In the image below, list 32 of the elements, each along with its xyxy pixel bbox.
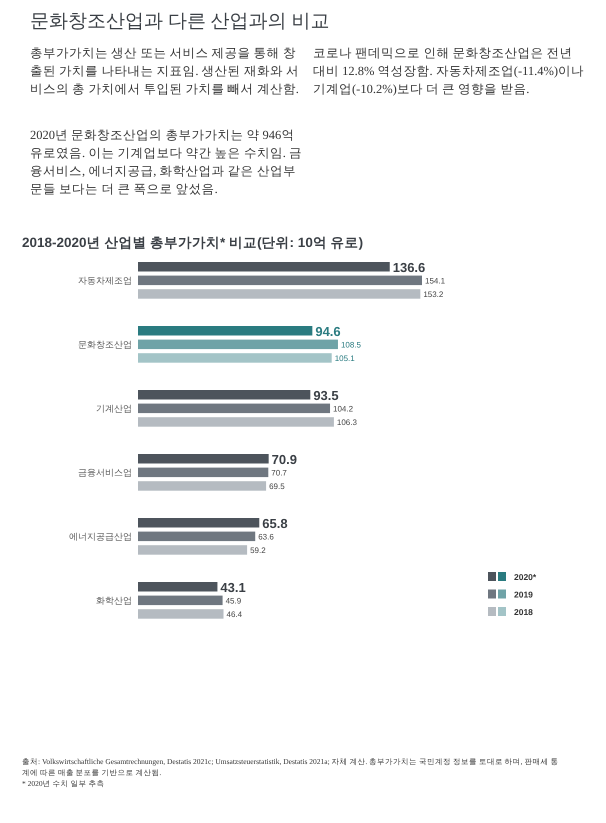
data-label: 104.2	[333, 404, 354, 414]
data-label: 136.6	[392, 260, 426, 275]
annotation: 총부가가치는 생산 또는 서비스 제공을 통해 창출된 가치를 나타내는 지표임. 생산된 재화와 서비스의 총 가치에서 투입된 가치를 빼서 계산함.	[30, 45, 300, 98]
y-tick-label: 화학산업	[96, 595, 132, 606]
y-tick-label: 에너지공급산업	[69, 531, 132, 542]
annotation: 문화창조산업과 다른 산업과의 비교	[30, 10, 330, 34]
legend-label: 2019	[514, 590, 534, 600]
data-label: 70.9	[272, 452, 297, 467]
data-label: 63.6	[258, 532, 274, 542]
annotation: 2020년 문화창조산업의 총부가가치는 약 946억 유로였음. 이는 기계업보다 약간 높은 수치임. 금융서비스, 에너지공급, 화학산업과 같은 산업부문들 보다는 더 큰 폭으로 앞섰음.	[30, 127, 302, 198]
title: 2018-2020년 산업별 총부가가치* 비교(단위: 10억 유로)	[22, 234, 364, 252]
annotation: 코로나 팬데믹으로 인해 문화창조산업은 전년 대비 12.8% 역성장함. 자동차제조업(-11.4%)이나 기계업(-10.2%)보다 더 큰 영향을 받음.	[313, 45, 586, 98]
data-label: 154.1	[425, 276, 446, 286]
data-label: 45.9	[226, 596, 242, 606]
data-label: 70.7	[271, 468, 288, 478]
y-tick-label: 자동차제조업	[78, 275, 132, 286]
legend-label: 2018	[514, 607, 534, 617]
data-label: 94.6	[315, 324, 341, 339]
data-label: 105.1	[334, 354, 356, 363]
y-tick-label: 금융서비스업	[78, 467, 132, 478]
data-label: 59.2	[250, 546, 266, 555]
data-label: 43.1	[220, 580, 246, 595]
y-tick-label: 문화창조산업	[78, 339, 132, 350]
data-label: 69.5	[269, 482, 286, 491]
legend-label: 2020*	[514, 572, 537, 582]
data-label: 106.3	[336, 418, 358, 427]
data-label: 108.5	[340, 340, 362, 350]
data-label: 153.2	[423, 290, 444, 299]
data-label: 46.4	[226, 610, 243, 619]
data-label: 65.8	[262, 516, 288, 531]
data-label: 93.5	[313, 388, 339, 403]
y-tick-label: 기계산업	[96, 403, 132, 414]
